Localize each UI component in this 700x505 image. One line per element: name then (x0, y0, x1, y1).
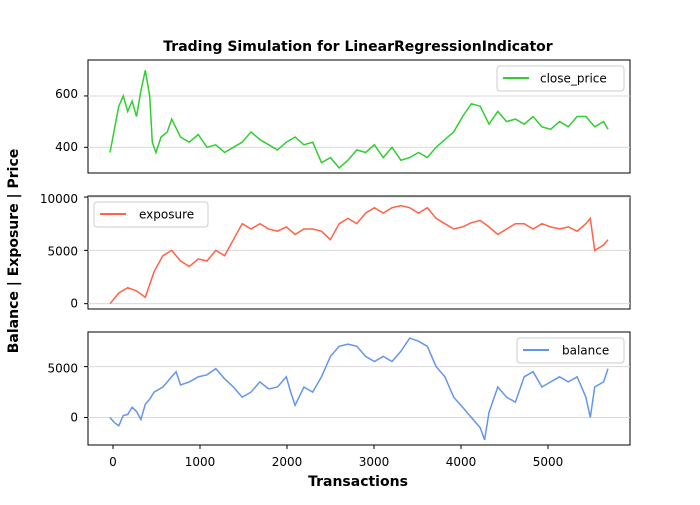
exposure-ytick-10000: 10000 (40, 192, 78, 206)
x-tick-label-5000: 5000 (533, 455, 564, 469)
x-axis: 0 1000 2000 3000 4000 5000 (109, 445, 563, 469)
close-price-legend: close_price (496, 65, 625, 92)
y-axis-label: Balance | Exposure | Price (6, 149, 22, 354)
x-axis-label: Transactions (308, 474, 408, 490)
close-price-line (109, 70, 609, 169)
exposure-ytick-0: 0 (70, 297, 78, 311)
exposure-axes-frame (87, 195, 631, 310)
balance-ytick-5000: 5000 (47, 362, 78, 376)
x-tick-label-0: 0 (109, 455, 117, 469)
close-price-legend-box (496, 65, 625, 92)
balance-line (109, 337, 609, 441)
exposure-ytick-5000: 5000 (47, 245, 78, 259)
close-price-ytick-400: 400 (55, 140, 78, 154)
balance-panel: 0 5000 balance (47, 331, 631, 446)
balance-legend-box (516, 337, 625, 364)
x-tick-label-1000: 1000 (185, 455, 216, 469)
x-tick-label-2000: 2000 (272, 455, 303, 469)
exposure-line (109, 204, 609, 305)
balance-legend-label: balance (562, 344, 609, 358)
exposure-legend-box (93, 201, 209, 228)
x-tick-label-3000: 3000 (359, 455, 390, 469)
balance-ytick-0: 0 (70, 411, 78, 425)
close-price-legend-label: close_price (540, 72, 607, 86)
exposure-legend: exposure (93, 201, 209, 228)
close-price-panel: 400 600 close_price (55, 59, 631, 174)
close-price-ytick-600: 600 (55, 87, 78, 101)
balance-legend: balance (516, 337, 625, 364)
chart-title: Trading Simulation for LinearRegressionI… (163, 39, 552, 55)
exposure-panel: 0 5000 10000 exposure (40, 192, 631, 311)
balance-axes-frame (87, 331, 631, 446)
exposure-legend-label: exposure (139, 208, 194, 222)
close-price-axes-frame (87, 59, 631, 174)
x-tick-label-4000: 4000 (446, 455, 477, 469)
